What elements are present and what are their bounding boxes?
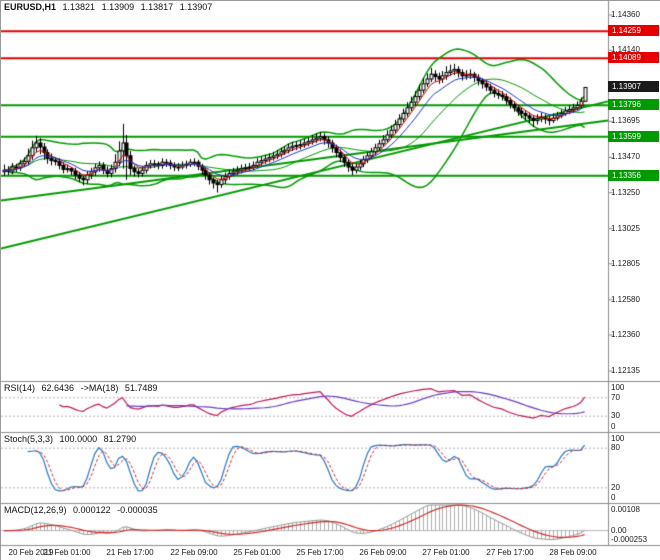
bar-close-value: 1.13907: [179, 2, 213, 12]
rsi-indicator-header: RSI(14) 62.6436 ->MA(18) 51.7489: [4, 383, 161, 393]
macd-name-label: MACD(12,26,9): [4, 505, 67, 515]
rsi-name-label: RSI(14): [4, 383, 36, 393]
symbol-timeframe-label: EURUSD,H1: [4, 2, 57, 12]
rsi-ma-name-label: ->MA(18): [80, 383, 119, 393]
bar-low-value: 1.13817: [140, 2, 174, 12]
stochastic-indicator-header: Stoch(5,3,3) 100.0000 81.2790: [4, 434, 140, 444]
rsi-value: 62.6436: [41, 383, 75, 393]
macd-signal-value: -0.000035: [117, 505, 158, 515]
bar-high-value: 1.13909: [101, 2, 135, 12]
bar-open-value: 1.13821: [62, 2, 96, 12]
stoch-signal-value: 81.2790: [103, 434, 137, 444]
macd-indicator-header: MACD(12,26,9) 0.000122 -0.000035: [4, 505, 162, 515]
stoch-main-value: 100.0000: [59, 434, 98, 444]
macd-main-value: 0.000122: [73, 505, 111, 515]
stoch-name-label: Stoch(5,3,3): [4, 434, 54, 444]
chart-header: EURUSD,H1 1.13821 1.13909 1.13817 1.1390…: [4, 2, 216, 12]
rsi-ma-value: 51.7489: [124, 383, 158, 393]
